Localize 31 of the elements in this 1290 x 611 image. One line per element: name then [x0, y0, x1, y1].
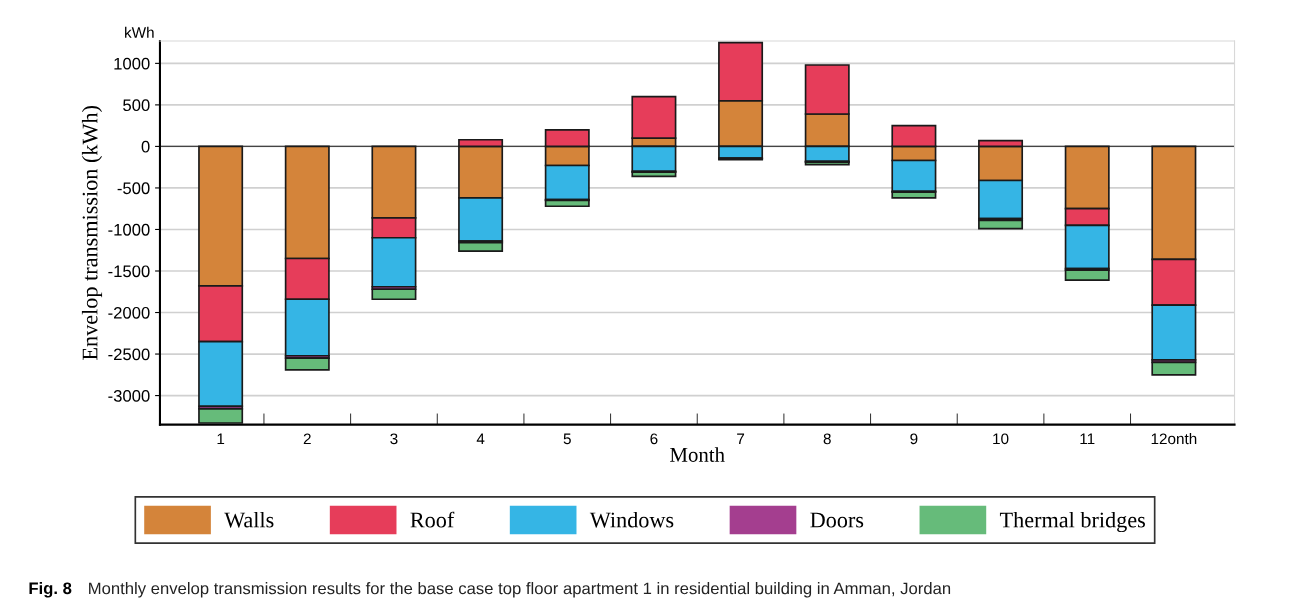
y-tick-label: 0 — [141, 140, 150, 153]
x-tick-label: 10 — [993, 433, 1009, 445]
legend-label: Doors — [810, 512, 864, 528]
legend-label: Windows — [589, 511, 674, 528]
x-tick-label: 9 — [910, 433, 918, 445]
legend-label: Walls — [224, 511, 274, 528]
y-tick-label: 1000 — [114, 57, 150, 70]
y-tick-label: 500 — [123, 99, 150, 112]
x-tick-label: 4 — [476, 433, 485, 445]
x-tick-label: 8 — [823, 433, 831, 445]
y-axis-title: Envelop transmission (kWh) — [81, 106, 103, 360]
text: kWh — [125, 26, 154, 38]
x-tick-label: 1 — [217, 433, 225, 445]
x-tick-label: 12onth — [1151, 432, 1197, 445]
x-tick-label: 3 — [390, 433, 398, 445]
x-tick-label: 2 — [303, 433, 311, 445]
y-tick-label: -1500 — [108, 265, 150, 278]
x-tick-label: 7 — [737, 433, 745, 445]
x-tick-label: 6 — [650, 433, 658, 445]
caption: Fig. 8 — [29, 581, 72, 598]
y-tick-label: -2500 — [108, 348, 150, 361]
x-tick-label: 11 — [1080, 433, 1095, 445]
text: Monthly envelop transmission results for the base case top floor apartment 1 in residential building in Amman, Jordan — [89, 582, 951, 598]
y-tick-label: -1000 — [108, 223, 150, 236]
y-tick-label: -2000 — [108, 306, 150, 319]
y-tick-label: -3000 — [108, 389, 150, 402]
x-tick-label: 5 — [563, 433, 571, 445]
x-axis-title: Month — [670, 447, 725, 462]
legend-label: Roof — [410, 511, 455, 528]
legend-label: Thermal bridges — [999, 511, 1145, 533]
y-tick-label: -500 — [117, 182, 150, 195]
